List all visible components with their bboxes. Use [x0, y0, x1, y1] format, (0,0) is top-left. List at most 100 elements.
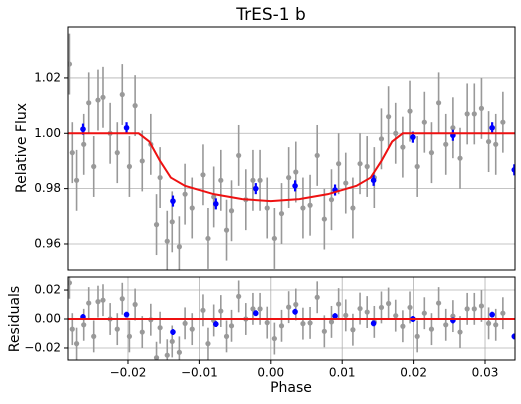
data-point — [443, 141, 449, 147]
y-tick-label: −0.02 — [24, 340, 61, 354]
data-point — [139, 329, 145, 335]
data-point — [350, 205, 356, 211]
data-point — [300, 205, 306, 211]
data-point — [378, 136, 385, 142]
data-point — [95, 97, 101, 103]
data-point — [364, 309, 370, 315]
data-point — [164, 352, 170, 358]
data-point — [95, 299, 101, 305]
data-point — [328, 197, 335, 203]
data-point — [200, 172, 206, 178]
binned-point — [123, 124, 130, 131]
data-point — [164, 238, 170, 244]
binned-point — [332, 313, 338, 319]
data-point — [364, 163, 370, 170]
data-point — [153, 222, 160, 228]
data-point — [126, 333, 133, 339]
plot-frame — [67, 26, 516, 271]
data-point — [250, 177, 256, 183]
data-point — [228, 208, 235, 214]
data-point — [328, 319, 335, 325]
y-axis-label: Relative Flux — [14, 103, 30, 193]
y-tick-label: 0.98 — [34, 181, 61, 195]
data-point — [278, 323, 285, 329]
data-point — [69, 150, 75, 156]
data-point — [307, 202, 313, 208]
x-tick-label: −0.02 — [110, 366, 147, 380]
binned-point — [489, 124, 495, 131]
data-point — [176, 244, 182, 250]
data-point — [153, 355, 160, 360]
data-point — [132, 301, 138, 308]
data-point — [257, 177, 263, 183]
data-point — [119, 296, 125, 302]
model-line — [68, 132, 515, 203]
binned-point — [511, 167, 515, 173]
data-point — [464, 306, 470, 312]
data-point — [428, 150, 435, 156]
data-point — [236, 152, 242, 159]
data-point — [139, 158, 145, 164]
plot-area — [68, 277, 515, 360]
data-point — [493, 141, 499, 147]
data-point — [157, 174, 163, 181]
data-point — [271, 335, 277, 342]
data-point — [314, 294, 320, 300]
data-point — [414, 163, 420, 170]
x-axis-label: Phase — [270, 380, 312, 396]
data-point — [307, 320, 313, 326]
data-point — [182, 320, 188, 326]
data-point — [236, 293, 242, 300]
binned-point — [252, 310, 259, 317]
data-point — [293, 169, 299, 175]
data-point — [400, 144, 406, 150]
data-point — [485, 320, 492, 326]
data-point — [357, 161, 363, 167]
data-point — [264, 205, 270, 211]
y-axis-label: Residuals — [7, 286, 23, 352]
data-point — [286, 304, 292, 310]
chart-title: TrES-1 b — [235, 5, 306, 25]
binned-point — [410, 134, 416, 140]
data-point — [421, 310, 427, 316]
data-point — [450, 313, 456, 319]
data-point — [393, 313, 399, 319]
data-point — [169, 219, 175, 225]
y-tick-label: 1.02 — [34, 70, 61, 84]
x-tick-label: −0.01 — [181, 366, 218, 380]
data-point — [250, 306, 256, 312]
data-point — [200, 307, 206, 313]
data-point — [218, 308, 224, 314]
data-point — [478, 303, 485, 309]
data-point — [414, 333, 420, 339]
data-point — [450, 125, 456, 131]
data-point — [336, 161, 342, 167]
data-point — [228, 323, 235, 329]
data-point — [218, 177, 224, 183]
data-point — [435, 100, 442, 106]
data-point — [91, 333, 97, 339]
y-tick-label: 0.00 — [34, 312, 61, 326]
data-point — [86, 100, 92, 106]
data-point — [73, 177, 80, 183]
data-point — [400, 323, 406, 329]
data-point — [386, 114, 392, 120]
binned-point — [370, 177, 377, 184]
data-point — [81, 322, 87, 328]
data-point — [119, 91, 125, 98]
data-point — [86, 300, 92, 306]
binned-point — [170, 198, 176, 204]
data-point — [428, 326, 435, 332]
y-tick-label: 0.02 — [34, 283, 61, 297]
data-point — [500, 119, 506, 125]
data-point — [443, 322, 449, 328]
data-point — [350, 327, 356, 333]
data-point — [343, 312, 349, 318]
data-point — [336, 301, 342, 307]
data-point — [169, 338, 175, 345]
data-point — [68, 280, 73, 286]
binned-point — [213, 321, 219, 327]
data-point — [321, 328, 327, 334]
data-point — [464, 111, 470, 117]
data-point — [457, 155, 463, 161]
